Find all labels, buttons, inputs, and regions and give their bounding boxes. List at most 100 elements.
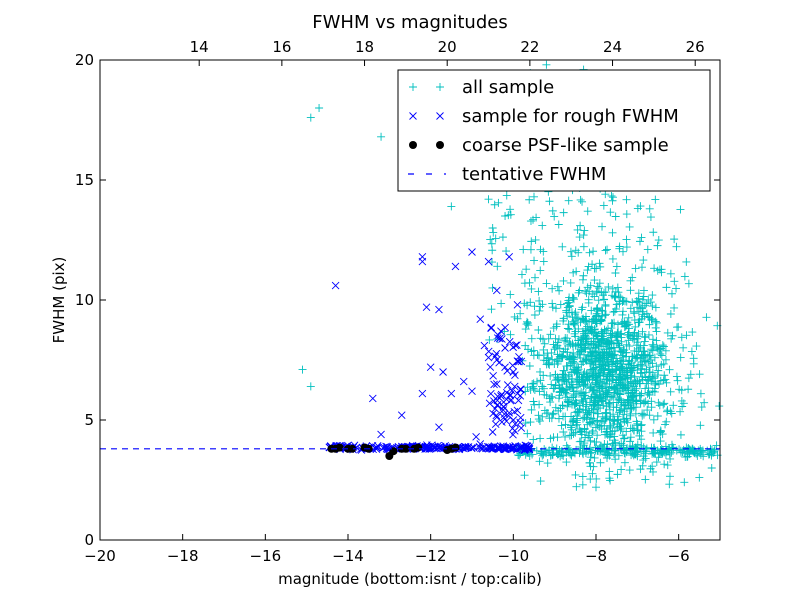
- all-sample-point: [628, 366, 637, 375]
- rough-sample-point: [487, 389, 495, 398]
- all-sample-point: [569, 319, 578, 328]
- all-sample-point: [648, 335, 657, 344]
- rough-sample-point: [509, 368, 518, 376]
- all-sample-point: [572, 313, 581, 322]
- all-sample-point: [515, 451, 524, 460]
- rough-sample-point: [487, 324, 495, 333]
- all-sample-point: [576, 347, 585, 356]
- all-sample-point: [609, 357, 618, 366]
- all-sample-point: [626, 433, 635, 442]
- all-sample-point: [582, 369, 591, 378]
- all-sample-point: [622, 210, 631, 219]
- all-sample-point: [548, 355, 557, 364]
- legend-marker-dot: [436, 141, 444, 149]
- all-sample-point: [638, 411, 647, 420]
- all-sample-point: [588, 315, 597, 324]
- all-sample-point: [563, 303, 572, 312]
- rough-sample-point: [484, 347, 493, 356]
- rough-sample-point: [513, 300, 522, 309]
- all-sample-point: [583, 322, 592, 331]
- all-sample-point: [605, 398, 614, 407]
- rough-sample-point: [516, 385, 525, 394]
- all-sample-point: [676, 205, 685, 214]
- all-sample-point: [535, 387, 544, 396]
- all-sample-point: [654, 366, 663, 375]
- all-sample-point: [627, 364, 636, 373]
- all-sample-point: [607, 191, 616, 200]
- all-sample-point: [679, 343, 688, 352]
- all-sample-point: [631, 264, 640, 273]
- all-sample-point: [526, 245, 535, 254]
- all-sample-point: [586, 436, 595, 445]
- all-sample-point: [536, 477, 545, 486]
- all-sample-point: [536, 367, 545, 376]
- all-sample-point: [585, 458, 594, 467]
- all-sample-point: [547, 348, 556, 357]
- rough-sample-point: [523, 444, 532, 453]
- all-sample-point: [577, 396, 586, 405]
- all-sample-point: [525, 362, 534, 371]
- all-sample-point: [558, 377, 567, 386]
- all-sample-point: [576, 427, 585, 436]
- all-sample-point: [656, 376, 665, 385]
- all-sample-point: [611, 269, 620, 278]
- rough-sample-point: [513, 341, 521, 349]
- all-sample-point: [603, 245, 612, 254]
- all-sample-point: [655, 380, 664, 389]
- all-sample-point: [526, 418, 535, 427]
- all-sample-point: [571, 470, 580, 479]
- all-sample-point: [563, 324, 572, 333]
- all-sample-point: [623, 330, 632, 339]
- all-sample-point: [600, 295, 609, 304]
- all-sample-point: [678, 448, 687, 457]
- rough-sample-point: [489, 409, 497, 418]
- all-sample-point: [542, 60, 551, 69]
- all-sample-point: [567, 252, 576, 261]
- legend-marker-dot: [409, 141, 417, 149]
- all-sample-point: [610, 426, 619, 435]
- all-sample-point: [598, 307, 607, 316]
- all-sample-point: [696, 389, 705, 398]
- x-tick-label: −16: [250, 547, 282, 565]
- all-sample-point: [654, 453, 663, 462]
- all-sample-point: [600, 325, 609, 334]
- all-sample-point: [640, 398, 649, 407]
- all-sample-point: [306, 113, 315, 122]
- all-sample-point: [536, 266, 545, 275]
- all-sample-point: [648, 462, 657, 471]
- all-sample-point: [554, 394, 563, 403]
- all-sample-point: [663, 406, 672, 415]
- all-sample-point: [659, 342, 668, 351]
- all-sample-point: [672, 242, 681, 251]
- all-sample-point: [707, 449, 716, 458]
- all-sample-point: [676, 430, 685, 439]
- all-sample-point: [561, 432, 570, 441]
- all-sample-point: [616, 422, 625, 431]
- all-sample-point: [611, 446, 620, 455]
- all-sample-point: [582, 400, 591, 409]
- all-sample-point: [589, 386, 598, 395]
- all-sample-point: [565, 354, 574, 363]
- all-sample-point: [589, 360, 598, 369]
- all-sample-point: [611, 359, 620, 368]
- all-sample-point: [566, 448, 575, 457]
- all-sample-point: [636, 369, 645, 378]
- all-sample-point: [622, 195, 631, 204]
- all-sample-point: [567, 431, 576, 440]
- all-sample-point: [581, 324, 590, 333]
- rough-sample-point: [418, 257, 427, 266]
- all-sample-point: [676, 407, 685, 416]
- rough-sample-point: [501, 344, 509, 352]
- all-sample-point: [525, 195, 534, 204]
- all-sample-point: [547, 392, 556, 401]
- all-sample-point: [686, 370, 695, 379]
- rough-sample-point: [497, 390, 506, 399]
- all-sample-point: [667, 409, 676, 418]
- all-sample-point: [601, 302, 610, 311]
- all-sample-point: [589, 414, 598, 423]
- all-sample-point: [637, 427, 646, 436]
- all-sample-point: [587, 404, 596, 413]
- all-sample-point: [535, 457, 544, 466]
- all-sample-point: [538, 412, 547, 421]
- all-sample-point: [605, 467, 614, 476]
